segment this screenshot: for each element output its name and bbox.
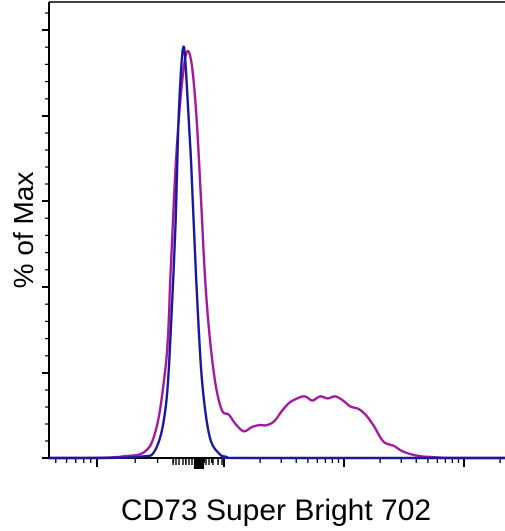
y-axis-ticks — [42, 12, 49, 459]
x-axis-ticks — [55, 458, 501, 469]
x-axis-label: CD73 Super Bright 702 — [121, 494, 431, 527]
series-line-1 — [48, 49, 505, 460]
series-line-2 — [48, 45, 505, 460]
plot-frame — [48, 1, 505, 459]
y-axis-label: % of Max — [8, 172, 39, 289]
series-layer — [48, 45, 505, 460]
